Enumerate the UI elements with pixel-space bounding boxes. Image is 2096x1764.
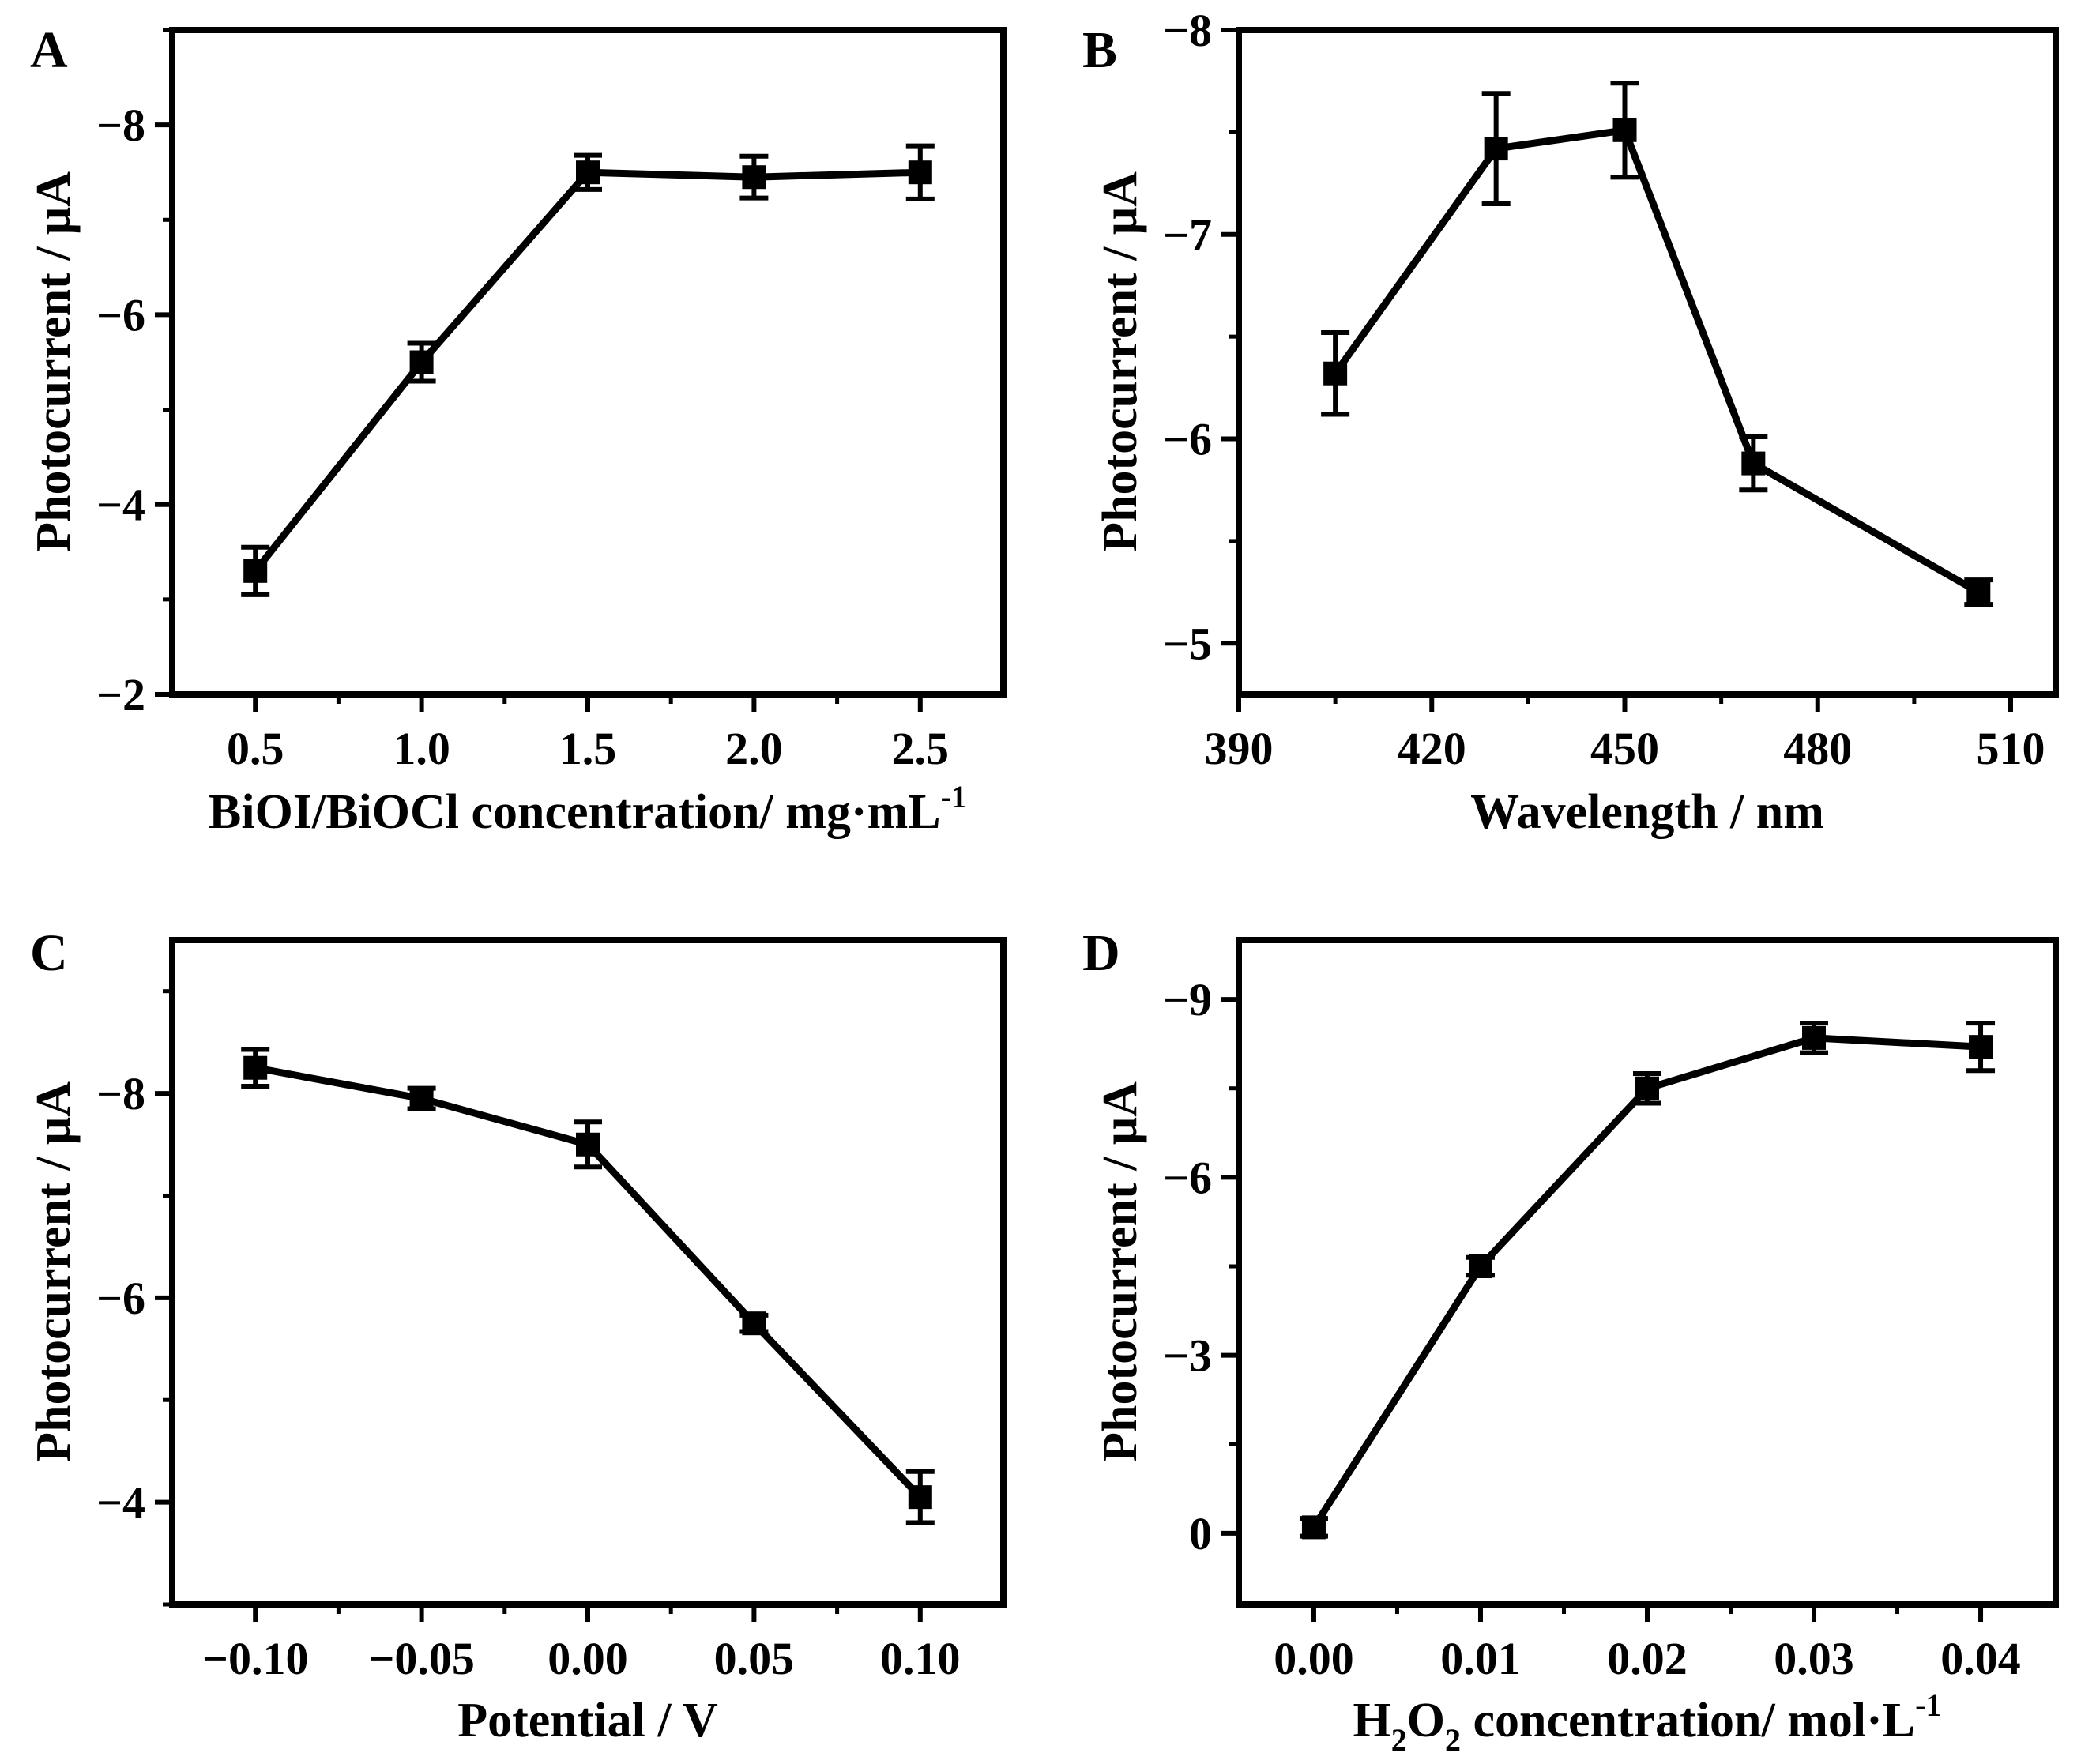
plot-frame (1236, 27, 2059, 698)
data-point (1635, 1076, 1659, 1100)
data-marks (241, 143, 935, 597)
x-tick-label: 510 (1977, 723, 2045, 774)
data-point (908, 1485, 932, 1510)
data-point (409, 350, 434, 374)
data-point (1323, 361, 1348, 386)
series-line (252, 168, 920, 574)
x-tick-label: 0.5 (227, 723, 284, 774)
series-line (1311, 1034, 1981, 1529)
panel-label: C (30, 924, 68, 982)
y-tick-label: −6 (1163, 414, 1212, 465)
data-marks (1321, 81, 1993, 607)
data-point (1468, 1254, 1492, 1278)
x-tick-label: 1.5 (559, 723, 617, 774)
data-marks (241, 1047, 935, 1525)
panel-label: D (1082, 924, 1120, 982)
x-tick-label: 0.03 (1774, 1633, 1854, 1684)
y-tick-label: −3 (1163, 1330, 1212, 1382)
y-axis-title: Photocurrent / μA (27, 171, 81, 552)
x-axis-title: BiOI/BiOCl concentration/ mg·mL-1 (209, 779, 967, 839)
data-point (576, 160, 600, 185)
y-tick-label: −6 (96, 289, 145, 340)
x-tick-label: 0.05 (714, 1633, 795, 1684)
x-tick-label: −0.10 (202, 1633, 309, 1684)
x-axis-title: Potential / V (457, 1694, 718, 1747)
data-point (1969, 1035, 1993, 1059)
panel-d: D Photocurrent / μA H2O2 concentration/ … (1082, 924, 2059, 1758)
y-tick-label: −7 (1163, 209, 1212, 261)
axis-ticks: 0.5 1.0 1.5 2.0 2.5 −2 −4 −6 −8 (96, 28, 950, 774)
plot-frame (169, 937, 1007, 1608)
data-point (742, 1311, 766, 1336)
data-point (243, 559, 268, 583)
plot-frame (1236, 937, 2059, 1608)
y-tick-label: −4 (96, 480, 145, 531)
y-tick-label: −5 (1163, 618, 1212, 669)
x-tick-label: −0.05 (368, 1633, 475, 1684)
panel-b: B Photocurrent / μA Wavelength / nm 390 4… (1082, 5, 2059, 839)
y-tick-label: −6 (1163, 1152, 1212, 1203)
x-tick-label: 420 (1398, 723, 1466, 774)
axis-ticks: 0.00 0.01 0.02 0.03 0.04 0 −3 −6 −9 (1163, 974, 2021, 1684)
x-tick-label: 0.02 (1607, 1633, 1688, 1684)
axis-ticks: −0.10 −0.05 0.00 0.05 0.10 −4 −6 −8 (96, 989, 961, 1684)
y-tick-label: −9 (1163, 974, 1212, 1025)
x-tick-label: 2.0 (725, 723, 783, 774)
y-axis-title: Photocurrent / μA (1093, 171, 1147, 552)
data-point (1802, 1025, 1827, 1050)
data-point (1301, 1515, 1326, 1540)
x-tick-label: 450 (1590, 723, 1659, 774)
y-axis-title: Photocurrent / μA (27, 1081, 81, 1462)
x-axis-title: H2O2 concentration/ mol·L-1 (1353, 1687, 1942, 1758)
data-point (1741, 451, 1766, 476)
x-tick-label: 0.04 (1940, 1633, 2021, 1684)
data-point (742, 165, 766, 190)
data-point (409, 1086, 434, 1111)
y-tick-label: −8 (96, 1068, 145, 1119)
data-point (1966, 580, 1991, 604)
x-tick-label: 0.01 (1440, 1633, 1521, 1684)
y-tick-label: −8 (1163, 5, 1212, 56)
y-axis-title: Photocurrent / μA (1093, 1081, 1147, 1462)
y-tick-label: 0 (1189, 1508, 1212, 1559)
data-point (1612, 118, 1637, 142)
y-tick-label: −4 (96, 1477, 145, 1529)
x-axis-title: Wavelength / nm (1470, 785, 1824, 839)
data-point (908, 160, 932, 185)
data-point (1484, 137, 1508, 161)
x-tick-label: 480 (1783, 723, 1852, 774)
x-tick-label: 0.00 (1274, 1633, 1354, 1684)
panel-label: A (30, 21, 68, 79)
x-tick-label: 390 (1205, 723, 1274, 774)
data-point (576, 1132, 600, 1157)
panel-label: B (1082, 21, 1117, 79)
x-tick-label: 0.10 (880, 1633, 961, 1684)
panel-c: C Photocurrent / μA Potential / V −0.10−… (27, 924, 1007, 1747)
x-tick-label: 0.00 (548, 1633, 628, 1684)
plot-frame (169, 27, 1007, 698)
data-point (243, 1055, 268, 1080)
y-tick-label: −8 (96, 100, 145, 151)
x-tick-label: 2.5 (892, 723, 950, 774)
axis-ticks: 390 420 450 480 510 −5 −6 −7 −8 (1163, 5, 2045, 774)
data-marks (1299, 1021, 1996, 1540)
y-tick-label: −2 (96, 669, 145, 720)
series-line (1332, 126, 1981, 596)
x-tick-label: 1.0 (393, 723, 450, 774)
y-tick-label: −6 (96, 1273, 145, 1324)
panel-a: A Photocurrent / μA BiOI/BiOCl concentra… (27, 21, 1007, 839)
